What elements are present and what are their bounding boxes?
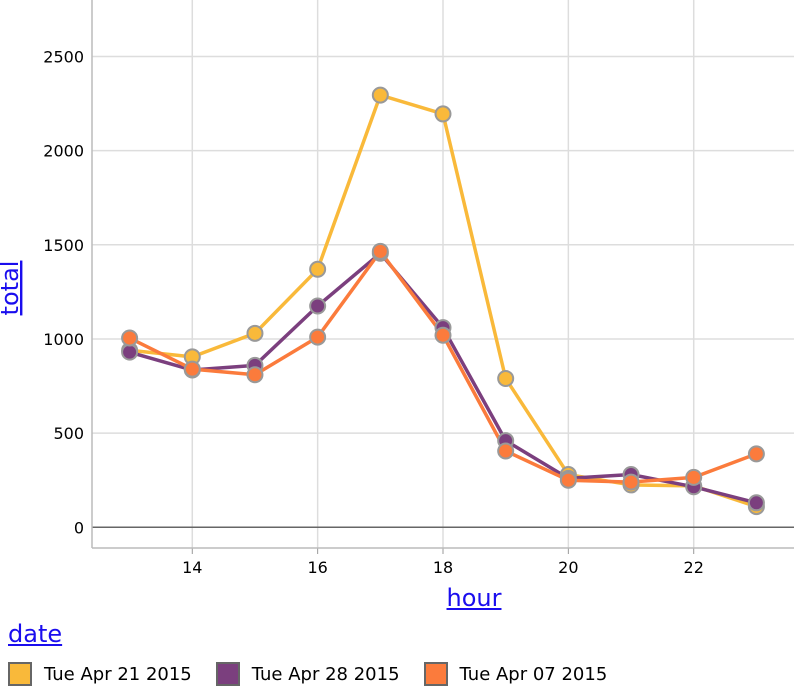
data-point[interactable] [309, 297, 327, 315]
data-point[interactable] [685, 468, 703, 486]
data-point[interactable] [747, 445, 765, 463]
legend-label: Tue Apr 07 2015 [459, 663, 608, 685]
data-point[interactable] [121, 343, 139, 361]
x-tick-label: 22 [684, 558, 704, 577]
y-tick-label: 2500 [43, 47, 84, 66]
y-tick-label: 1000 [43, 330, 84, 349]
x-tick-label: 18 [433, 558, 453, 577]
legend-item[interactable]: Tue Apr 28 2015 [215, 662, 400, 686]
data-point[interactable] [497, 442, 515, 460]
data-point[interactable] [622, 473, 640, 491]
legend-label: Tue Apr 28 2015 [251, 663, 400, 685]
data-point[interactable] [371, 242, 389, 260]
x-axis-label[interactable]: hour [447, 584, 502, 610]
legend-title[interactable]: date [8, 620, 63, 648]
tick-labels: 14 16 18 20 22 0 500 1000 1500 2000 2500 [43, 47, 704, 577]
x-tick-label: 20 [558, 558, 578, 577]
data-point[interactable] [183, 360, 201, 378]
legend-swatch [423, 662, 448, 686]
y-tick-label: 1500 [43, 236, 84, 255]
data-point[interactable] [747, 494, 765, 512]
legend-label: Tue Apr 21 2015 [44, 663, 192, 685]
data-point[interactable] [246, 366, 264, 384]
legend-items: Tue Apr 21 2015 Tue Apr 28 2015 Tue Apr 07… [8, 662, 788, 686]
legend-item[interactable]: Tue Apr 07 2015 [423, 662, 608, 686]
y-tick-label: 500 [53, 424, 84, 443]
data-point[interactable] [121, 329, 139, 347]
data-points[interactable] [121, 86, 765, 516]
y-tick-label: 0 [74, 518, 84, 537]
legend-swatch [8, 662, 32, 686]
data-point[interactable] [371, 86, 389, 104]
axes [91, 0, 794, 554]
data-point[interactable] [559, 471, 577, 489]
data-point[interactable] [309, 328, 327, 346]
legend-item[interactable]: Tue Apr 21 2015 [8, 662, 192, 686]
data-point[interactable] [434, 326, 452, 344]
y-axis-label[interactable]: total [0, 261, 24, 316]
grid-lines [92, 0, 794, 548]
legend: date Tue Apr 21 2015 Tue Apr 28 2015 Tue A… [8, 620, 788, 686]
data-point[interactable] [497, 370, 515, 388]
y-tick-label: 2000 [43, 142, 84, 161]
data-point[interactable] [309, 260, 327, 278]
x-tick-label: 14 [182, 558, 202, 577]
x-tick-label: 16 [307, 558, 327, 577]
data-point[interactable] [246, 324, 264, 342]
legend-swatch [215, 662, 240, 686]
data-point[interactable] [434, 105, 452, 123]
line-chart: 14 16 18 20 22 0 500 1000 1500 2000 2500 hour tota… [0, 0, 794, 610]
